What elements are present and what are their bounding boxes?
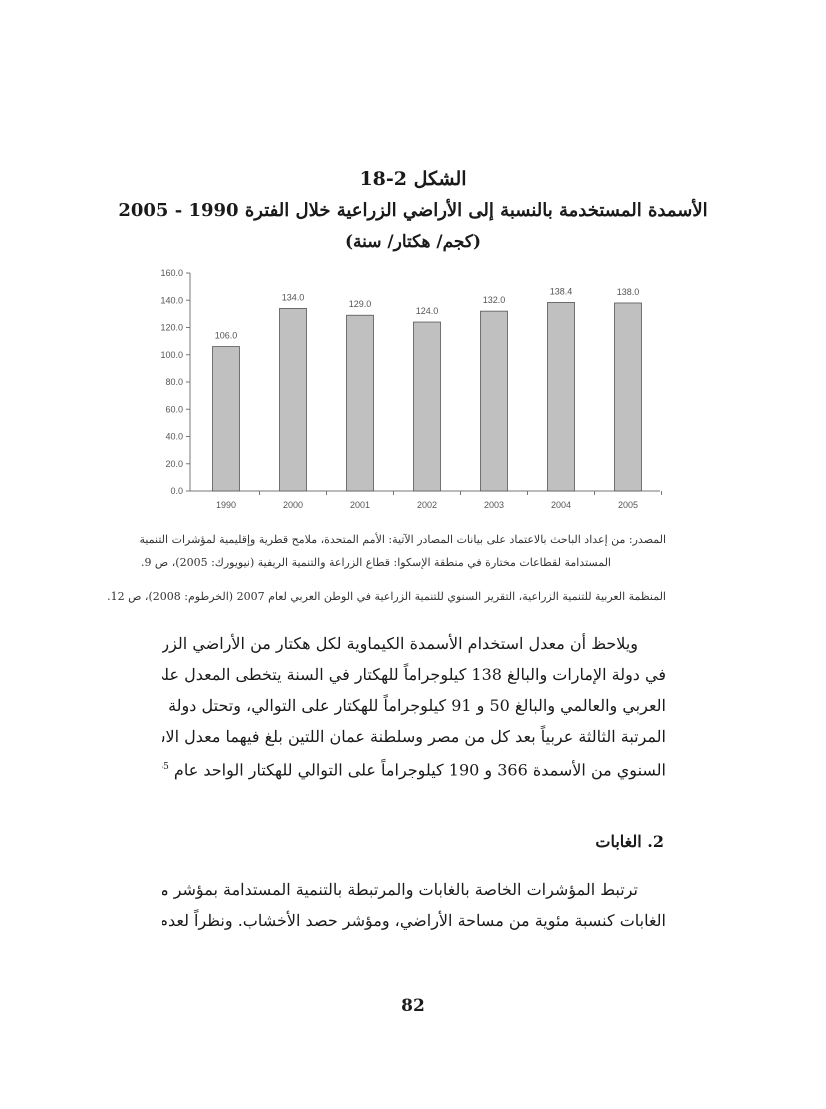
bar (279, 308, 307, 492)
text-line: السنوي من الأسمدة 366 و 190 كيلوجراماً ع… (162, 752, 666, 783)
y-tick-label: 140.0 (160, 295, 183, 305)
bar (614, 302, 642, 492)
source-line: المستدامة لقطاعات مختارة في منطقة الإسكو… (140, 556, 611, 569)
x-tick-label: 2005 (618, 500, 638, 510)
y-tick-label: 0.0 (170, 486, 183, 496)
page-number: 82 (401, 996, 425, 1016)
x-tick-label: 1990 (216, 500, 236, 510)
data-label: 138.0 (617, 287, 640, 297)
text-line: المرتبة الثالثة عربياً بعد كل من مصر وسل… (162, 727, 666, 746)
data-label: 132.0 (483, 295, 506, 305)
x-tick-label: 2000 (283, 500, 303, 510)
data-label: 129.0 (349, 299, 372, 309)
paragraph-2: ترتبط المؤشرات الخاصة بالغابات والمرتبطة… (162, 874, 666, 936)
y-tick-label: 40.0 (165, 432, 183, 442)
bar (212, 346, 240, 492)
data-label: 134.0 (282, 292, 305, 302)
text-line-content: السنوي من الأسمدة 366 و 190 كيلوجراماً ع… (169, 760, 666, 780)
bar (480, 310, 508, 492)
text-line: ترتبط المؤشرات الخاصة بالغابات والمرتبطة… (162, 880, 638, 899)
footnote-ref: 35 (162, 762, 169, 772)
y-tick-label: 60.0 (165, 404, 183, 414)
x-tick-label: 2001 (350, 500, 370, 510)
text-line: في دولة الإمارات والبالغ 138 كيلوجراماً … (162, 665, 666, 684)
text-line: العربي والعالمي والبالغ 50 و 91 كيلوجرام… (162, 696, 666, 715)
section-heading: 2. الغابات (595, 832, 664, 851)
source-line: المنظمة العربية للتنمية الزراعية، التقري… (107, 590, 666, 603)
bar (547, 302, 575, 492)
paragraph-1: ويلاحظ أن معدل استخدام الأسمدة الكيماوية… (162, 628, 666, 783)
y-tick-label: 80.0 (165, 377, 183, 387)
figure-title: الأسمدة المستخدمة بالنسبة إلى الأراضي ال… (118, 200, 708, 221)
x-tick-label: 2004 (551, 500, 571, 510)
y-tick-label: 160.0 (160, 268, 183, 278)
source-line: المصدر: من إعداد الباحث بالاعتماد على بي… (139, 533, 666, 546)
bar (346, 314, 374, 492)
y-tick-label: 100.0 (160, 350, 183, 360)
data-label: 138.4 (550, 286, 573, 296)
bar (413, 321, 441, 492)
figure-label: الشكل 2-18 (359, 168, 467, 190)
text-line: الغابات كنسبة مئوية من مساحة الأراضي، وم… (162, 911, 666, 930)
text-line: ويلاحظ أن معدل استخدام الأسمدة الكيماوية… (162, 634, 638, 653)
y-tick-label: 20.0 (165, 459, 183, 469)
y-tick-label: 120.0 (160, 323, 183, 333)
data-label: 106.0 (215, 331, 238, 341)
data-label: 124.0 (416, 306, 439, 316)
figure-unit: (كجم/ هكتار/ سنة) (344, 232, 482, 252)
x-tick-label: 2003 (484, 500, 504, 510)
bar-chart: 0.0 20.0 40.0 60.0 80.0 100.0 120.0 140.0 160.0 1… (160, 268, 662, 510)
x-tick-label: 2002 (417, 500, 437, 510)
